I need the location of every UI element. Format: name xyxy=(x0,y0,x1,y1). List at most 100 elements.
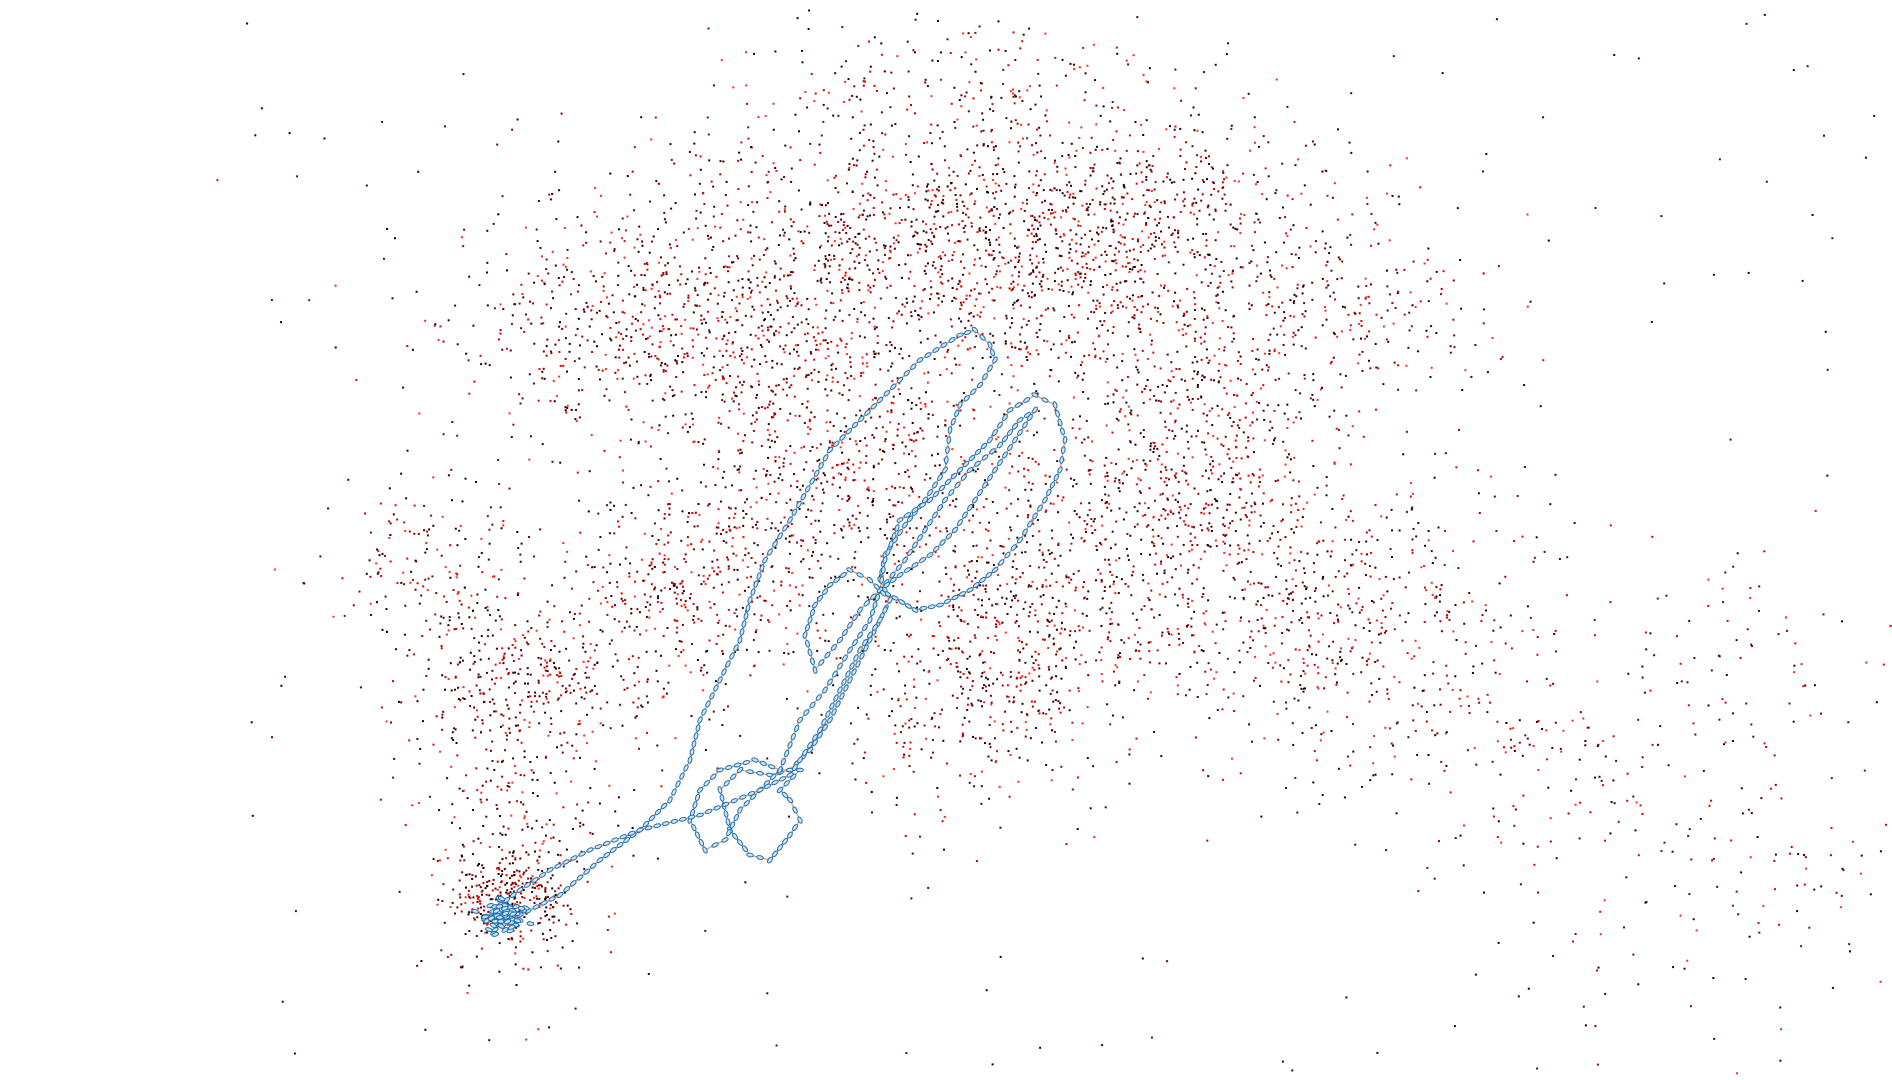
map-point xyxy=(1074,196,1077,199)
map-point xyxy=(651,567,654,570)
map-point xyxy=(990,759,993,762)
map-point xyxy=(1037,664,1040,666)
map-point xyxy=(385,630,388,633)
map-point xyxy=(636,283,638,286)
map-point xyxy=(1221,197,1224,200)
map-point xyxy=(524,682,526,685)
map-point xyxy=(1122,183,1125,186)
map-point xyxy=(829,555,832,558)
map-point xyxy=(1166,627,1169,630)
map-point xyxy=(1077,690,1080,693)
map-point xyxy=(782,378,785,381)
map-point xyxy=(957,670,959,673)
map-point xyxy=(1097,568,1100,571)
map-point xyxy=(702,689,705,692)
map-point xyxy=(1303,377,1306,380)
map-point xyxy=(1187,483,1190,486)
map-point xyxy=(625,405,628,408)
map-point xyxy=(692,345,695,348)
map-point xyxy=(919,517,922,520)
map-point xyxy=(1228,412,1231,415)
map-point xyxy=(858,246,861,249)
map-point xyxy=(816,629,819,632)
map-point xyxy=(526,673,529,676)
map-point xyxy=(1192,202,1195,205)
map-point xyxy=(909,254,912,257)
map-point xyxy=(450,689,453,692)
map-point xyxy=(910,315,913,318)
map-point xyxy=(766,326,769,329)
map-point xyxy=(538,368,541,371)
map-point xyxy=(1262,291,1265,294)
map-point xyxy=(1148,487,1151,490)
map-point xyxy=(1178,643,1181,646)
map-point xyxy=(947,211,950,214)
map-point xyxy=(847,498,850,501)
map-point xyxy=(867,598,870,601)
map-point xyxy=(513,303,515,306)
map-point xyxy=(936,188,938,191)
map-point xyxy=(590,270,593,273)
map-point xyxy=(615,336,618,339)
map-point xyxy=(422,585,425,588)
map-point xyxy=(1041,585,1044,588)
map-point xyxy=(719,226,722,229)
map-point xyxy=(929,280,932,283)
map-point xyxy=(605,368,607,371)
map-point xyxy=(727,567,730,570)
map-point xyxy=(989,108,992,111)
map-point xyxy=(662,273,665,276)
map-point xyxy=(1148,599,1151,601)
map-point xyxy=(591,566,594,569)
map-point xyxy=(1053,557,1056,560)
map-point xyxy=(549,198,552,201)
map-point xyxy=(849,227,852,229)
map-point xyxy=(979,292,982,295)
map-point xyxy=(1159,470,1162,473)
map-point xyxy=(1204,332,1206,335)
map-point xyxy=(719,500,722,503)
map-point xyxy=(918,243,921,246)
map-point xyxy=(1162,321,1165,324)
map-point xyxy=(884,253,886,256)
map-point xyxy=(1152,515,1155,518)
map-point xyxy=(794,344,797,347)
map-point xyxy=(771,359,774,362)
map-point xyxy=(456,544,459,547)
map-point xyxy=(591,706,594,709)
map-point xyxy=(1287,681,1290,684)
map-point xyxy=(1022,137,1024,140)
map-point xyxy=(273,568,276,571)
map-point xyxy=(517,592,520,595)
map-point xyxy=(662,687,665,690)
map-point xyxy=(514,858,517,861)
map-point xyxy=(592,581,595,584)
map-point xyxy=(764,318,766,321)
map-point xyxy=(897,560,900,563)
map-point xyxy=(841,292,844,294)
map-point xyxy=(1071,788,1074,791)
map-point xyxy=(782,388,785,391)
map-point xyxy=(858,511,861,514)
map-point xyxy=(558,284,561,287)
map-point xyxy=(1233,179,1236,182)
map-point xyxy=(813,163,816,166)
map-point xyxy=(1098,265,1101,268)
map-point xyxy=(1071,738,1074,741)
map-point xyxy=(1123,243,1126,246)
map-point xyxy=(571,677,574,680)
map-point xyxy=(511,654,514,657)
map-point xyxy=(885,600,887,603)
map-point xyxy=(961,692,964,695)
map-point xyxy=(746,231,749,234)
map-point xyxy=(857,216,860,219)
map-point xyxy=(740,158,743,161)
map-point xyxy=(759,595,761,598)
map-point xyxy=(1110,220,1113,223)
map-point xyxy=(1297,158,1300,161)
map-point xyxy=(1185,479,1188,482)
map-point xyxy=(1131,574,1133,577)
map-point xyxy=(1225,533,1228,536)
